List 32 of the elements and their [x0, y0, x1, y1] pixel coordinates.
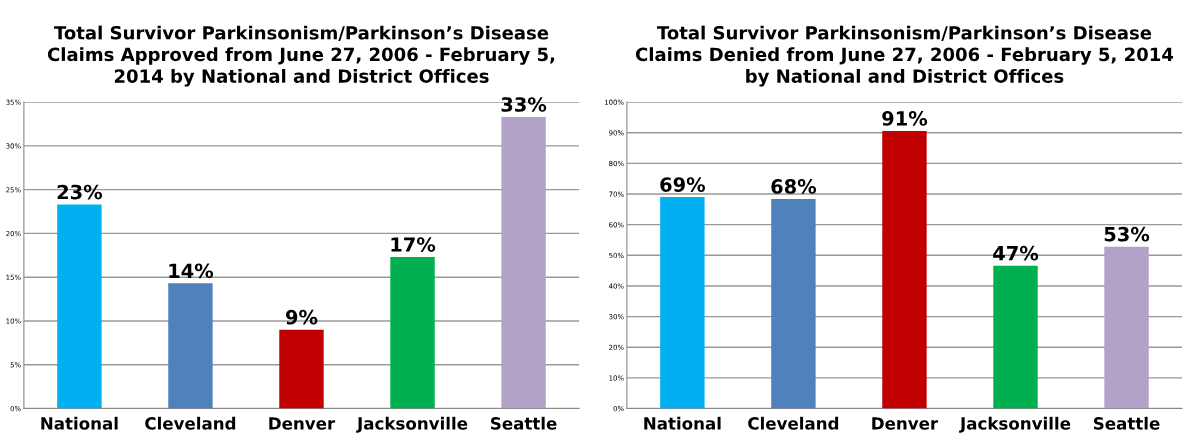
x-tick-label: National: [41, 416, 118, 430]
x-tick-label: National: [644, 416, 721, 430]
bar: [390, 257, 435, 409]
bar: [279, 329, 324, 409]
bar: [1104, 246, 1149, 409]
chart-title: Total Survivor Parkinsonism/Parkinson’s Disease Claims Approved from June 27, 2006 - February 5, 2014 by National and District Offices: [47, 25, 555, 87]
bar: [57, 204, 102, 409]
bar: [501, 117, 546, 409]
data-label: 17%: [391, 237, 436, 252]
data-label: 23%: [57, 184, 103, 200]
x-tick-label: Cleveland: [748, 416, 839, 430]
bar: [993, 265, 1038, 409]
x-tick-label: Denver: [269, 417, 336, 430]
x-tick-label: Denver: [872, 417, 939, 430]
x-tick-label: Seattle: [491, 416, 557, 430]
x-tick-label: Cleveland: [145, 416, 236, 430]
data-label: 9%: [285, 309, 318, 325]
bar: [168, 283, 213, 409]
chart-title: Total Survivor Parkinsonism/Parkinson’s Disease Claims Denied from June 27, 2006 - February 5, 2014 by National and District Offices: [635, 25, 1174, 87]
bar: [660, 197, 705, 409]
x-tick-label: Seattle: [1093, 416, 1160, 430]
x-tick-label: Jacksonville: [356, 416, 468, 433]
x-tick-label: Jacksonville: [959, 416, 1071, 433]
data-label: 69%: [660, 177, 706, 192]
data-label: 14%: [169, 263, 214, 279]
data-label: 47%: [993, 245, 1039, 261]
data-label: 68%: [771, 179, 817, 194]
bar: [882, 130, 927, 409]
data-label: 91%: [882, 111, 928, 126]
data-label: 53%: [1104, 226, 1150, 242]
bar: [771, 198, 816, 409]
data-label: 33%: [501, 97, 547, 112]
